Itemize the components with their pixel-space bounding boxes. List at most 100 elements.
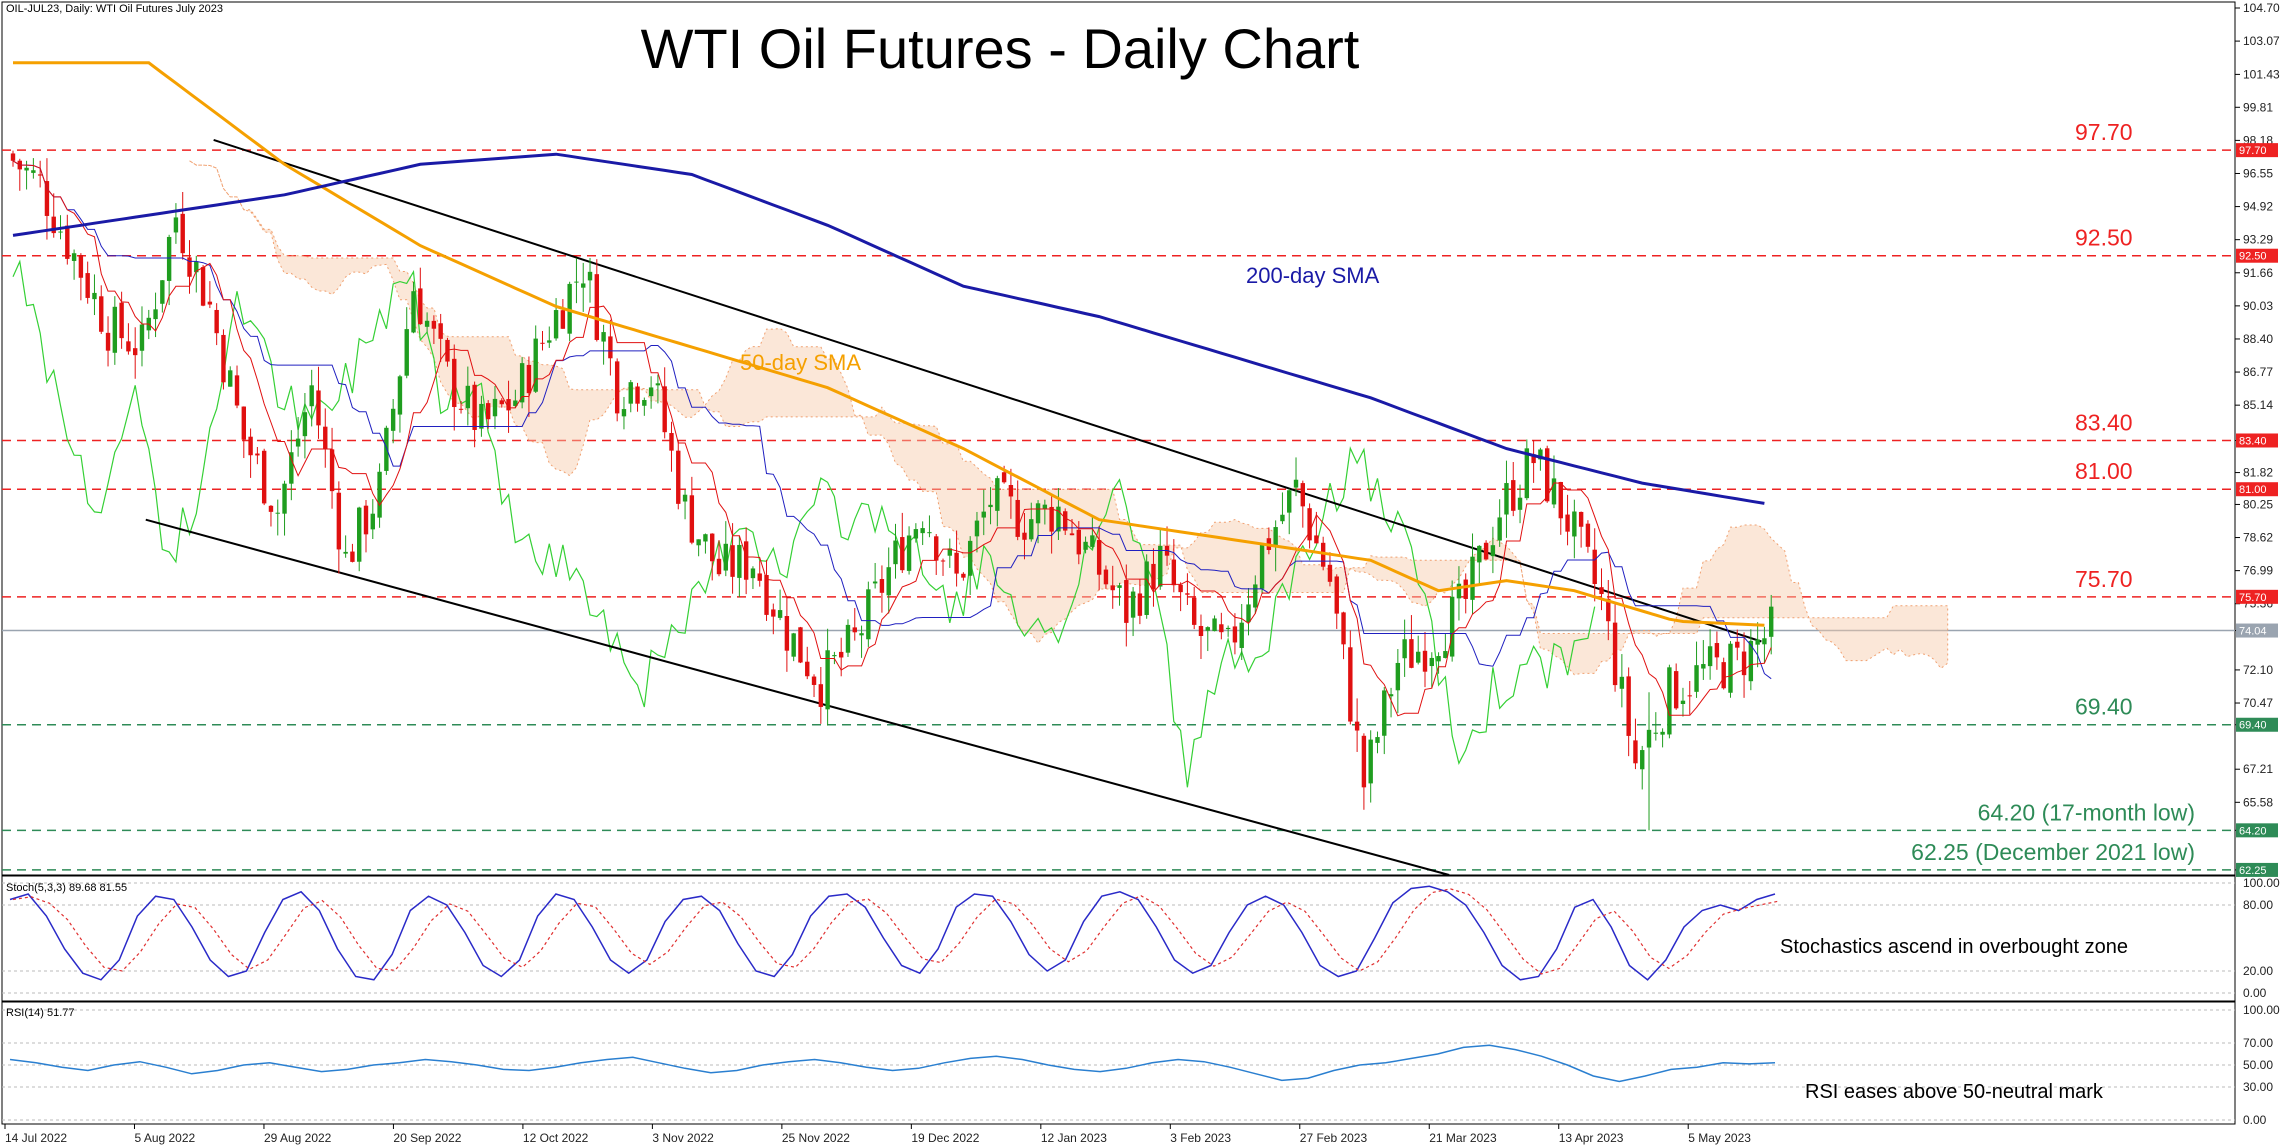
- rsi-note: RSI eases above 50-neutral mark: [1805, 1081, 2104, 1103]
- candle-down: [1687, 695, 1692, 697]
- candle-up: [390, 408, 396, 431]
- candle-up: [309, 385, 314, 407]
- rsi-tick-label: 0.00: [2243, 1113, 2267, 1127]
- candle-up: [1443, 651, 1448, 658]
- candle-up: [1660, 731, 1665, 735]
- candle-up: [1395, 662, 1401, 691]
- candle-up: [866, 589, 871, 640]
- candle-up: [1517, 497, 1523, 510]
- date-label: 19 Dec 2022: [911, 1131, 979, 1145]
- candle-down: [784, 616, 790, 651]
- candle-down: [1008, 484, 1014, 497]
- level-badge-text: 97.70: [2239, 145, 2267, 157]
- candle-up: [1246, 604, 1251, 623]
- candle-up: [1090, 535, 1095, 547]
- kijun-path: [12, 160, 1772, 680]
- candle-down: [730, 545, 735, 577]
- candle-up: [777, 610, 783, 618]
- candle-down: [1341, 612, 1346, 645]
- candle-up: [832, 655, 837, 657]
- candle-up: [1035, 503, 1041, 524]
- candle-up: [1640, 750, 1645, 770]
- candle-up: [628, 382, 633, 404]
- price-tick-label: 76.99: [2243, 564, 2273, 578]
- date-label: 12 Oct 2022: [523, 1131, 589, 1145]
- candle-down: [1103, 569, 1109, 585]
- candle-down: [65, 225, 70, 259]
- candle-up: [513, 400, 518, 406]
- candle-down: [438, 323, 443, 339]
- candle-up: [112, 306, 118, 353]
- date-label: 14 Jul 2022: [5, 1131, 67, 1145]
- candle-down: [526, 364, 532, 394]
- candle-up: [1667, 667, 1672, 735]
- candle-up: [1368, 739, 1373, 784]
- candle-up: [1701, 664, 1706, 669]
- stoch-tick-label: 80.00: [2243, 898, 2273, 912]
- level-label: 83.40: [2075, 409, 2133, 435]
- price-tick-label: 78.62: [2243, 531, 2273, 545]
- candle-down: [1463, 579, 1468, 599]
- candle-down: [1300, 483, 1306, 507]
- sma200-line: [12, 152, 1765, 505]
- candle-down: [1544, 448, 1550, 502]
- candle-down: [1096, 540, 1102, 575]
- level-badge: [2236, 433, 2278, 448]
- candle-down: [1558, 481, 1563, 519]
- candle-up: [24, 167, 29, 171]
- stochastic-panel: 100.00 80.00 20.00 0.00: [2, 876, 2280, 1000]
- candle-up: [160, 280, 165, 304]
- candle-down: [499, 400, 504, 405]
- date-label: 25 Nov 2022: [782, 1131, 850, 1145]
- candle-up: [397, 376, 403, 415]
- candle-down: [608, 336, 613, 359]
- date-label: 21 Mar 2023: [1429, 1131, 1497, 1145]
- candle-down: [900, 537, 905, 571]
- candle-down: [771, 609, 776, 617]
- candle-down: [1198, 625, 1204, 636]
- date-label: 27 Feb 2023: [1300, 1131, 1368, 1145]
- candle-down: [1137, 593, 1143, 616]
- candle-down: [1076, 529, 1081, 555]
- price-tick-label: 101.43: [2243, 67, 2280, 81]
- level-badge: [2236, 143, 2278, 158]
- candle-up: [424, 320, 430, 327]
- candle-up: [275, 512, 280, 514]
- candle-up: [1280, 514, 1285, 522]
- candle-up: [737, 544, 742, 578]
- price-badges: 97.70 92.50 83.40 81.00 75.70 69.40 64.20 62.25…: [2236, 143, 2278, 877]
- candle-up: [1755, 639, 1760, 645]
- price-tick-label: 91.66: [2243, 266, 2273, 280]
- candle-up: [194, 261, 199, 273]
- candle-down: [1307, 508, 1312, 541]
- price-tick-label: 85.14: [2243, 398, 2273, 412]
- candle-down: [1741, 651, 1747, 676]
- level-labels: 97.70 92.50 83.40 81.00 75.70 69.40 64.20 (17-…: [1911, 119, 2195, 865]
- level-badge: [2236, 482, 2278, 497]
- candle-up: [384, 427, 389, 471]
- candle-up: [1504, 483, 1509, 515]
- candle-down: [241, 406, 247, 440]
- candle-up: [1382, 690, 1387, 736]
- candle-down: [452, 358, 457, 408]
- candle-up: [31, 170, 36, 173]
- candle-down: [540, 342, 545, 344]
- candle-up: [1748, 640, 1754, 682]
- date-label: 5 May 2023: [1688, 1131, 1751, 1145]
- candle-up: [1273, 527, 1278, 548]
- candle-up: [1117, 585, 1122, 588]
- stoch-note: Stochastics ascend in overbought zone: [1780, 936, 2128, 958]
- candle-up: [974, 520, 980, 537]
- candle-down: [37, 174, 43, 176]
- candle-down: [1612, 622, 1618, 686]
- candle-up: [587, 271, 593, 281]
- candle-up: [906, 535, 912, 571]
- rsi-main-line: [9, 1044, 1776, 1083]
- candle-up: [1653, 732, 1659, 734]
- candle-down: [418, 288, 423, 325]
- candle-down: [1578, 511, 1584, 527]
- candle-up: [343, 551, 348, 554]
- candle-up: [547, 340, 552, 343]
- candle-up: [1497, 517, 1502, 541]
